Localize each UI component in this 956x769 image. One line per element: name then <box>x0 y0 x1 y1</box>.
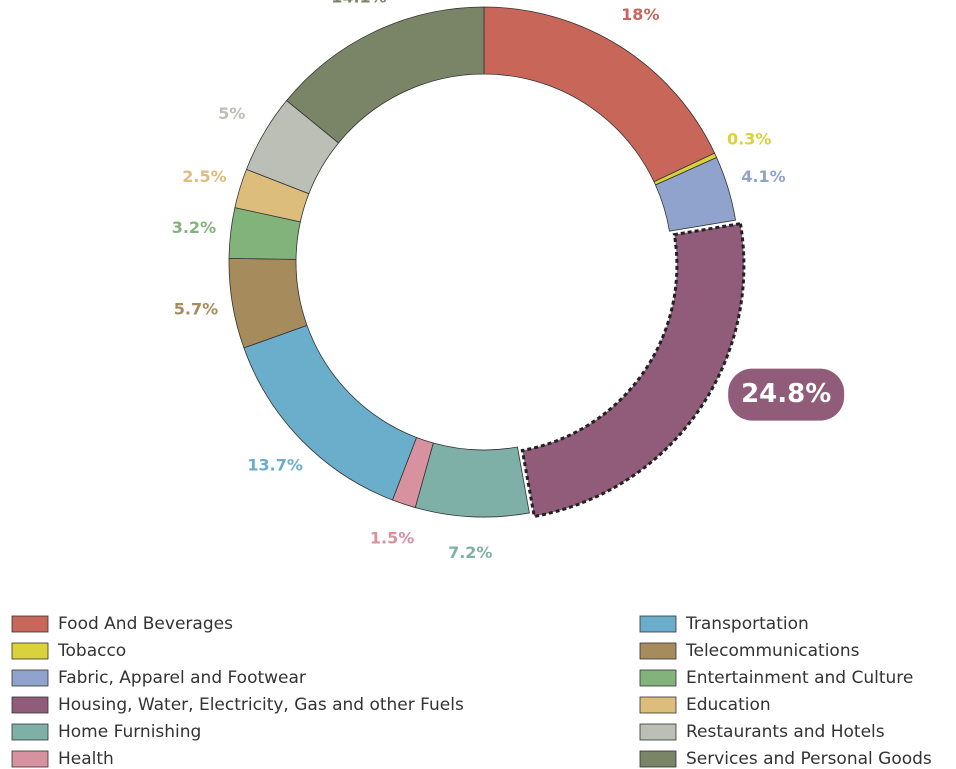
value-label: 4.1% <box>741 167 785 186</box>
legend-label: Entertainment and Culture <box>686 668 913 688</box>
legend-label: Home Furnishing <box>58 722 201 742</box>
value-label: 2.5% <box>182 167 226 186</box>
legend-swatch <box>11 723 49 741</box>
value-label: 0.3% <box>727 129 771 148</box>
legend-swatch <box>639 696 677 714</box>
legend-swatch <box>639 615 677 633</box>
legend-label: Health <box>58 749 114 769</box>
legend-swatch <box>11 615 49 633</box>
legend-swatch <box>11 669 49 687</box>
donut-slice <box>414 442 530 518</box>
legend-label: Telecommunications <box>685 641 860 661</box>
value-label: 7.2% <box>448 543 492 562</box>
legend-swatch <box>11 750 49 768</box>
donut-slice <box>483 6 716 183</box>
value-label: 5.7% <box>174 299 218 318</box>
legend-label: Services and Personal Goods <box>686 749 932 769</box>
legend-label: Education <box>686 695 771 715</box>
donut-slice <box>286 6 485 144</box>
legend-swatch <box>639 642 677 660</box>
value-label: 1.5% <box>370 529 414 548</box>
value-label: 14.1% <box>331 0 387 7</box>
value-label: 13.7% <box>247 456 303 475</box>
legend-label: Food And Beverages <box>58 614 233 634</box>
value-label: 18% <box>621 5 659 24</box>
value-label: 3.2% <box>172 218 216 237</box>
legend-label: Transportation <box>685 614 809 634</box>
legend-label: Tobacco <box>57 641 126 661</box>
donut-slice <box>654 156 737 232</box>
highlight-pill <box>728 368 845 421</box>
legend-swatch <box>11 696 49 714</box>
value-label: 5% <box>218 104 245 123</box>
legend-label: Fabric, Apparel and Footwear <box>58 668 306 688</box>
legend-label: Restaurants and Hotels <box>686 722 885 742</box>
legend-label: Housing, Water, Electricity, Gas and oth… <box>58 695 464 715</box>
highlight-label: 24.8% <box>741 379 831 409</box>
legend-swatch <box>11 642 49 660</box>
legend-swatch <box>639 723 677 741</box>
legend-swatch <box>639 750 677 768</box>
legend-swatch <box>639 669 677 687</box>
donut-slice <box>520 221 746 519</box>
